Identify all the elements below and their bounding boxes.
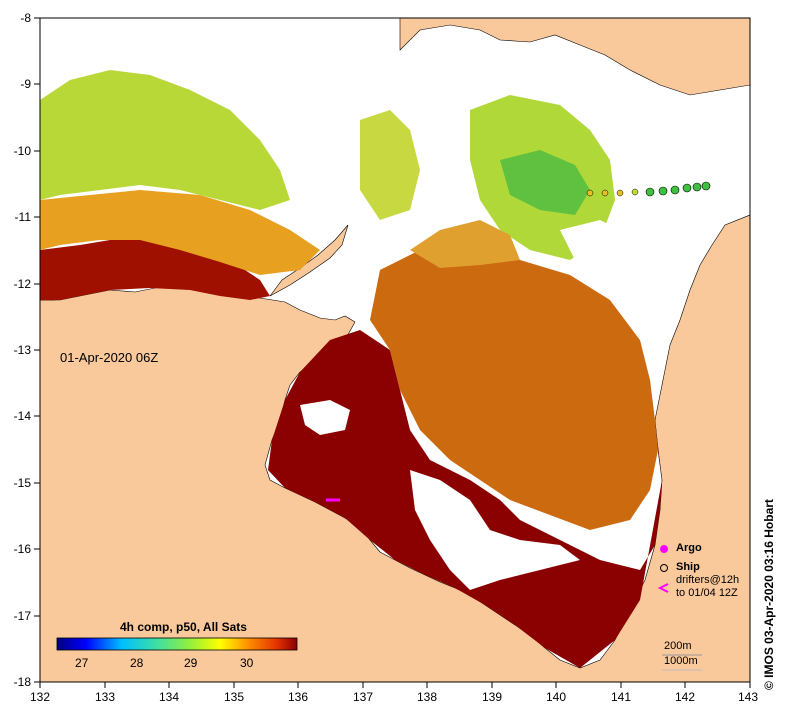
lon-tick: 142 xyxy=(675,682,695,704)
sst-centre-patch xyxy=(360,110,420,220)
legend-depth-200m: 200m xyxy=(664,640,692,652)
colorbar xyxy=(56,637,298,651)
svg-text:135: 135 xyxy=(224,690,244,704)
lon-axis: 132 133 134 135 136 137 138 139 140 141 … xyxy=(30,682,758,704)
svg-text:-15: -15 xyxy=(14,476,32,490)
svg-text:-14: -14 xyxy=(14,409,32,423)
colorbar-label: 28 xyxy=(130,656,144,670)
lon-tick: 140 xyxy=(546,682,566,704)
lon-tick: 133 xyxy=(95,682,115,704)
legend-drifters-line2: to 01/04 12Z xyxy=(676,587,738,599)
svg-text:-8: -8 xyxy=(20,11,31,25)
lat-tick: -17 xyxy=(14,609,40,623)
lon-tick: 139 xyxy=(482,682,502,704)
lat-axis: -8 -9 -10 -11 -12 -13 -14 -15 -16 -17 -1… xyxy=(14,11,40,689)
svg-text:-9: -9 xyxy=(20,77,31,91)
lon-tick: 137 xyxy=(353,682,373,704)
svg-text:143: 143 xyxy=(738,690,758,704)
lon-tick: 132 xyxy=(30,682,50,704)
svg-text:-16: -16 xyxy=(14,542,32,556)
ship-track xyxy=(586,181,711,197)
lat-tick: -10 xyxy=(14,144,40,158)
sst-green-patch xyxy=(500,150,590,215)
colorbar-title: 4h comp, p50, All Sats xyxy=(120,620,247,634)
lat-tick: -12 xyxy=(14,277,40,291)
argo-legend-symbol xyxy=(660,545,668,553)
sst-hot-left xyxy=(40,235,270,300)
lat-tick: -15 xyxy=(14,476,40,490)
imos-credit: © IMOS 03-Apr-2020 03:16 Hobart xyxy=(762,499,776,690)
svg-text:-13: -13 xyxy=(14,343,32,357)
lat-tick: -14 xyxy=(14,409,40,423)
lon-tick: 135 xyxy=(224,682,244,704)
lat-tick: -13 xyxy=(14,343,40,357)
sst-orange-north xyxy=(410,220,520,268)
lon-tick: 134 xyxy=(159,682,179,704)
lat-tick: -8 xyxy=(20,11,40,25)
svg-text:137: 137 xyxy=(353,690,373,704)
svg-text:-10: -10 xyxy=(14,144,32,158)
svg-text:138: 138 xyxy=(417,690,437,704)
lat-tick: -18 xyxy=(14,675,40,689)
sst-orange-gulf xyxy=(370,245,658,530)
colorbar-label: 27 xyxy=(75,656,89,670)
svg-text:134: 134 xyxy=(159,690,179,704)
land-island xyxy=(269,224,349,297)
svg-text:133: 133 xyxy=(95,690,115,704)
lon-tick: 138 xyxy=(417,682,437,704)
legend-depth-1000m: 1000m xyxy=(664,655,698,667)
drifter-legend-symbol xyxy=(657,583,669,593)
svg-text:141: 141 xyxy=(611,690,631,704)
land-new-guinea xyxy=(399,18,750,96)
legend-argo: Argo xyxy=(676,542,702,554)
map-timestamp: 01-Apr-2020 06Z xyxy=(60,350,159,365)
svg-text:-11: -11 xyxy=(15,210,32,224)
sst-yellow-green-west xyxy=(40,70,290,210)
colorbar-label: 30 xyxy=(240,656,254,670)
svg-text:140: 140 xyxy=(546,690,566,704)
legend-drifters-line1: drifters@12h xyxy=(676,574,740,586)
svg-text:-18: -18 xyxy=(14,675,32,689)
no-data-gap-1 xyxy=(410,470,580,590)
lon-tick: 141 xyxy=(611,682,631,704)
svg-text:-12: -12 xyxy=(14,277,32,291)
svg-text:142: 142 xyxy=(675,690,695,704)
svg-text:-17: -17 xyxy=(14,609,32,623)
svg-text:132: 132 xyxy=(30,690,50,704)
svg-text:139: 139 xyxy=(482,690,502,704)
lon-tick: 143 xyxy=(738,682,758,704)
no-data-gap-2 xyxy=(560,220,665,340)
lat-tick: -9 xyxy=(20,77,40,91)
land-northern-territory xyxy=(40,214,750,682)
legend-ship: Ship xyxy=(676,561,700,573)
no-data-gap-3 xyxy=(300,400,350,435)
ship-legend-symbol xyxy=(660,564,668,572)
sst-amber-band xyxy=(40,190,320,275)
lat-tick: -11 xyxy=(15,210,40,224)
colorbar-label: 29 xyxy=(184,656,198,670)
svg-text:136: 136 xyxy=(288,690,308,704)
lon-tick: 136 xyxy=(288,682,308,704)
lat-tick: -16 xyxy=(14,542,40,556)
